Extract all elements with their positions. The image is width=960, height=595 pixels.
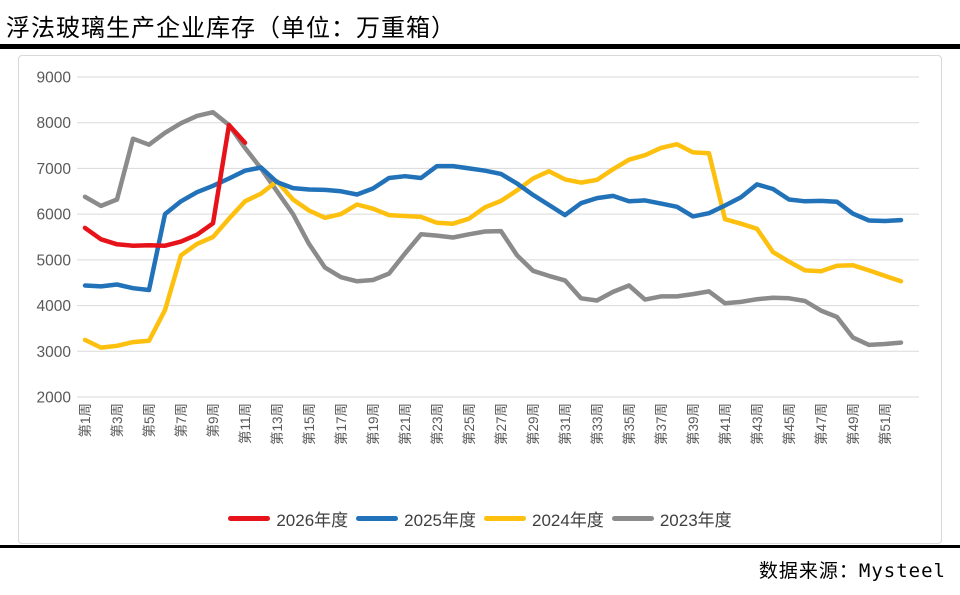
svg-text:7000: 7000	[37, 161, 72, 178]
svg-text:第33周: 第33周	[589, 403, 605, 445]
x-axis-labels: 第1周 第3周 第5周 第7周 第9周 第11周 第13周 第15周 第17周 第19周 第21周第…	[77, 403, 893, 445]
svg-text:第27周: 第27周	[493, 403, 509, 445]
legend-label: 2025年度	[404, 511, 476, 530]
svg-text:第23周: 第23周	[429, 403, 445, 445]
svg-text:第1周: 第1周	[77, 403, 93, 438]
svg-text:第31周: 第31周	[557, 403, 573, 445]
svg-text:3000: 3000	[37, 344, 72, 361]
svg-text:6000: 6000	[37, 207, 72, 224]
svg-text:第25周: 第25周	[461, 403, 477, 445]
svg-text:第21周: 第21周	[397, 403, 413, 445]
svg-text:第19周: 第19周	[365, 403, 381, 445]
gridlines	[77, 76, 919, 398]
data-source: 数据来源：Mysteel	[758, 560, 946, 582]
svg-text:4000: 4000	[37, 298, 72, 315]
legend-item-2024: 2024年度	[484, 506, 604, 531]
legend-swatch	[356, 516, 399, 521]
legend-item-2023: 2023年度	[611, 506, 732, 531]
svg-text:第49周: 第49周	[845, 403, 861, 445]
title-divider	[0, 44, 960, 49]
bottom-divider	[0, 545, 960, 548]
y-axis-labels: 2000 3000 4000 5000 6000 7000 8000 9000	[37, 70, 72, 407]
svg-text:第13周: 第13周	[269, 403, 285, 445]
svg-text:第3周: 第3周	[109, 403, 125, 438]
svg-text:第35周: 第35周	[621, 403, 637, 445]
svg-text:第43周: 第43周	[749, 403, 765, 445]
legend-label: 2023年度	[659, 511, 732, 530]
svg-text:第11周: 第11周	[237, 403, 253, 444]
legend-item-2026: 2026年度	[228, 506, 348, 531]
legend-swatch	[611, 516, 654, 521]
svg-text:2000: 2000	[37, 390, 72, 407]
svg-text:第47周: 第47周	[813, 403, 829, 445]
svg-text:第29周: 第29周	[525, 403, 541, 445]
svg-text:第7周: 第7周	[173, 403, 189, 438]
svg-text:第39周: 第39周	[685, 403, 701, 445]
chart-legend: 2026年度 2025年度 2024年度 2023年度	[19, 506, 941, 531]
svg-text:9000: 9000	[37, 70, 72, 87]
chart-panel: 2000 3000 4000 5000 6000 7000 8000 9000 第1周 第3周 第5…	[18, 55, 942, 544]
legend-label: 2026年度	[276, 511, 349, 530]
series-line-2026	[82, 122, 248, 248]
series-line-2024	[82, 141, 904, 350]
svg-text:第37周: 第37周	[653, 403, 669, 445]
svg-text:8000: 8000	[37, 115, 72, 132]
svg-text:第51周: 第51周	[877, 403, 893, 445]
legend-swatch	[484, 516, 526, 521]
svg-text:第15周: 第15周	[301, 403, 317, 445]
legend-label: 2024年度	[532, 511, 604, 530]
legend-swatch	[228, 516, 271, 521]
svg-text:第41周: 第41周	[717, 403, 733, 445]
legend-item-2025: 2025年度	[356, 506, 476, 531]
svg-text:第5周: 第5周	[141, 403, 157, 438]
svg-text:第9周: 第9周	[205, 403, 221, 438]
svg-text:5000: 5000	[37, 252, 72, 269]
chart-title: 浮法玻璃生产企业库存（单位：万重箱）	[6, 14, 456, 42]
svg-text:第45周: 第45周	[781, 403, 797, 445]
series-line-2023	[82, 109, 904, 348]
svg-text:第17周: 第17周	[333, 403, 349, 445]
